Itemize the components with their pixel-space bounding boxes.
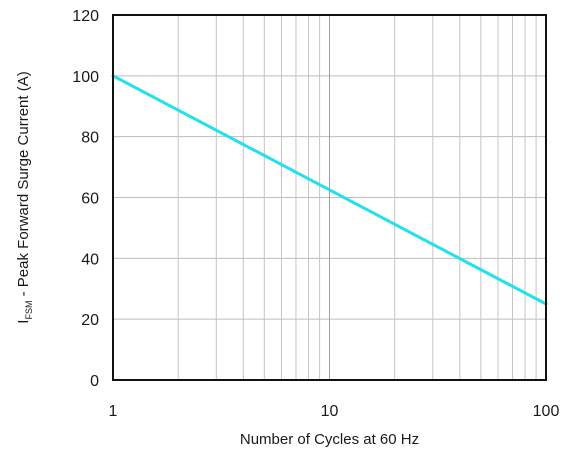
series-line-0 [111,74,548,306]
y-tick-label: 80 [81,130,99,147]
plot-frame [112,14,547,381]
x-tick-label: 1 [109,403,118,420]
y-axis-title: IFSM - Peak Forward Surge Current (A) [15,71,34,323]
y-tick-label: 0 [90,373,99,390]
y-tick-label: 100 [72,69,99,86]
x-tick-label: 100 [533,403,560,420]
y-axis-title-subscript: FSM [24,301,34,320]
series-layer [111,74,548,306]
x-axis-title: Number of Cycles at 60 Hz [240,431,419,448]
y-tick-label: 120 [72,8,99,25]
y-tick-label: 20 [81,312,99,329]
y-tick-label: 60 [81,191,99,208]
y-axis-title-rest: - Peak Forward Surge Current (A) [15,71,32,300]
y-tick-label: 40 [81,251,99,268]
y-axis-title-main: I [15,320,32,324]
grid-layer [113,14,546,381]
x-tick-label: 10 [321,403,339,420]
